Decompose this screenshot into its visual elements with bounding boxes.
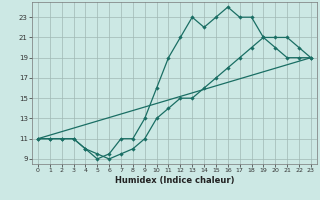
X-axis label: Humidex (Indice chaleur): Humidex (Indice chaleur) — [115, 176, 234, 185]
